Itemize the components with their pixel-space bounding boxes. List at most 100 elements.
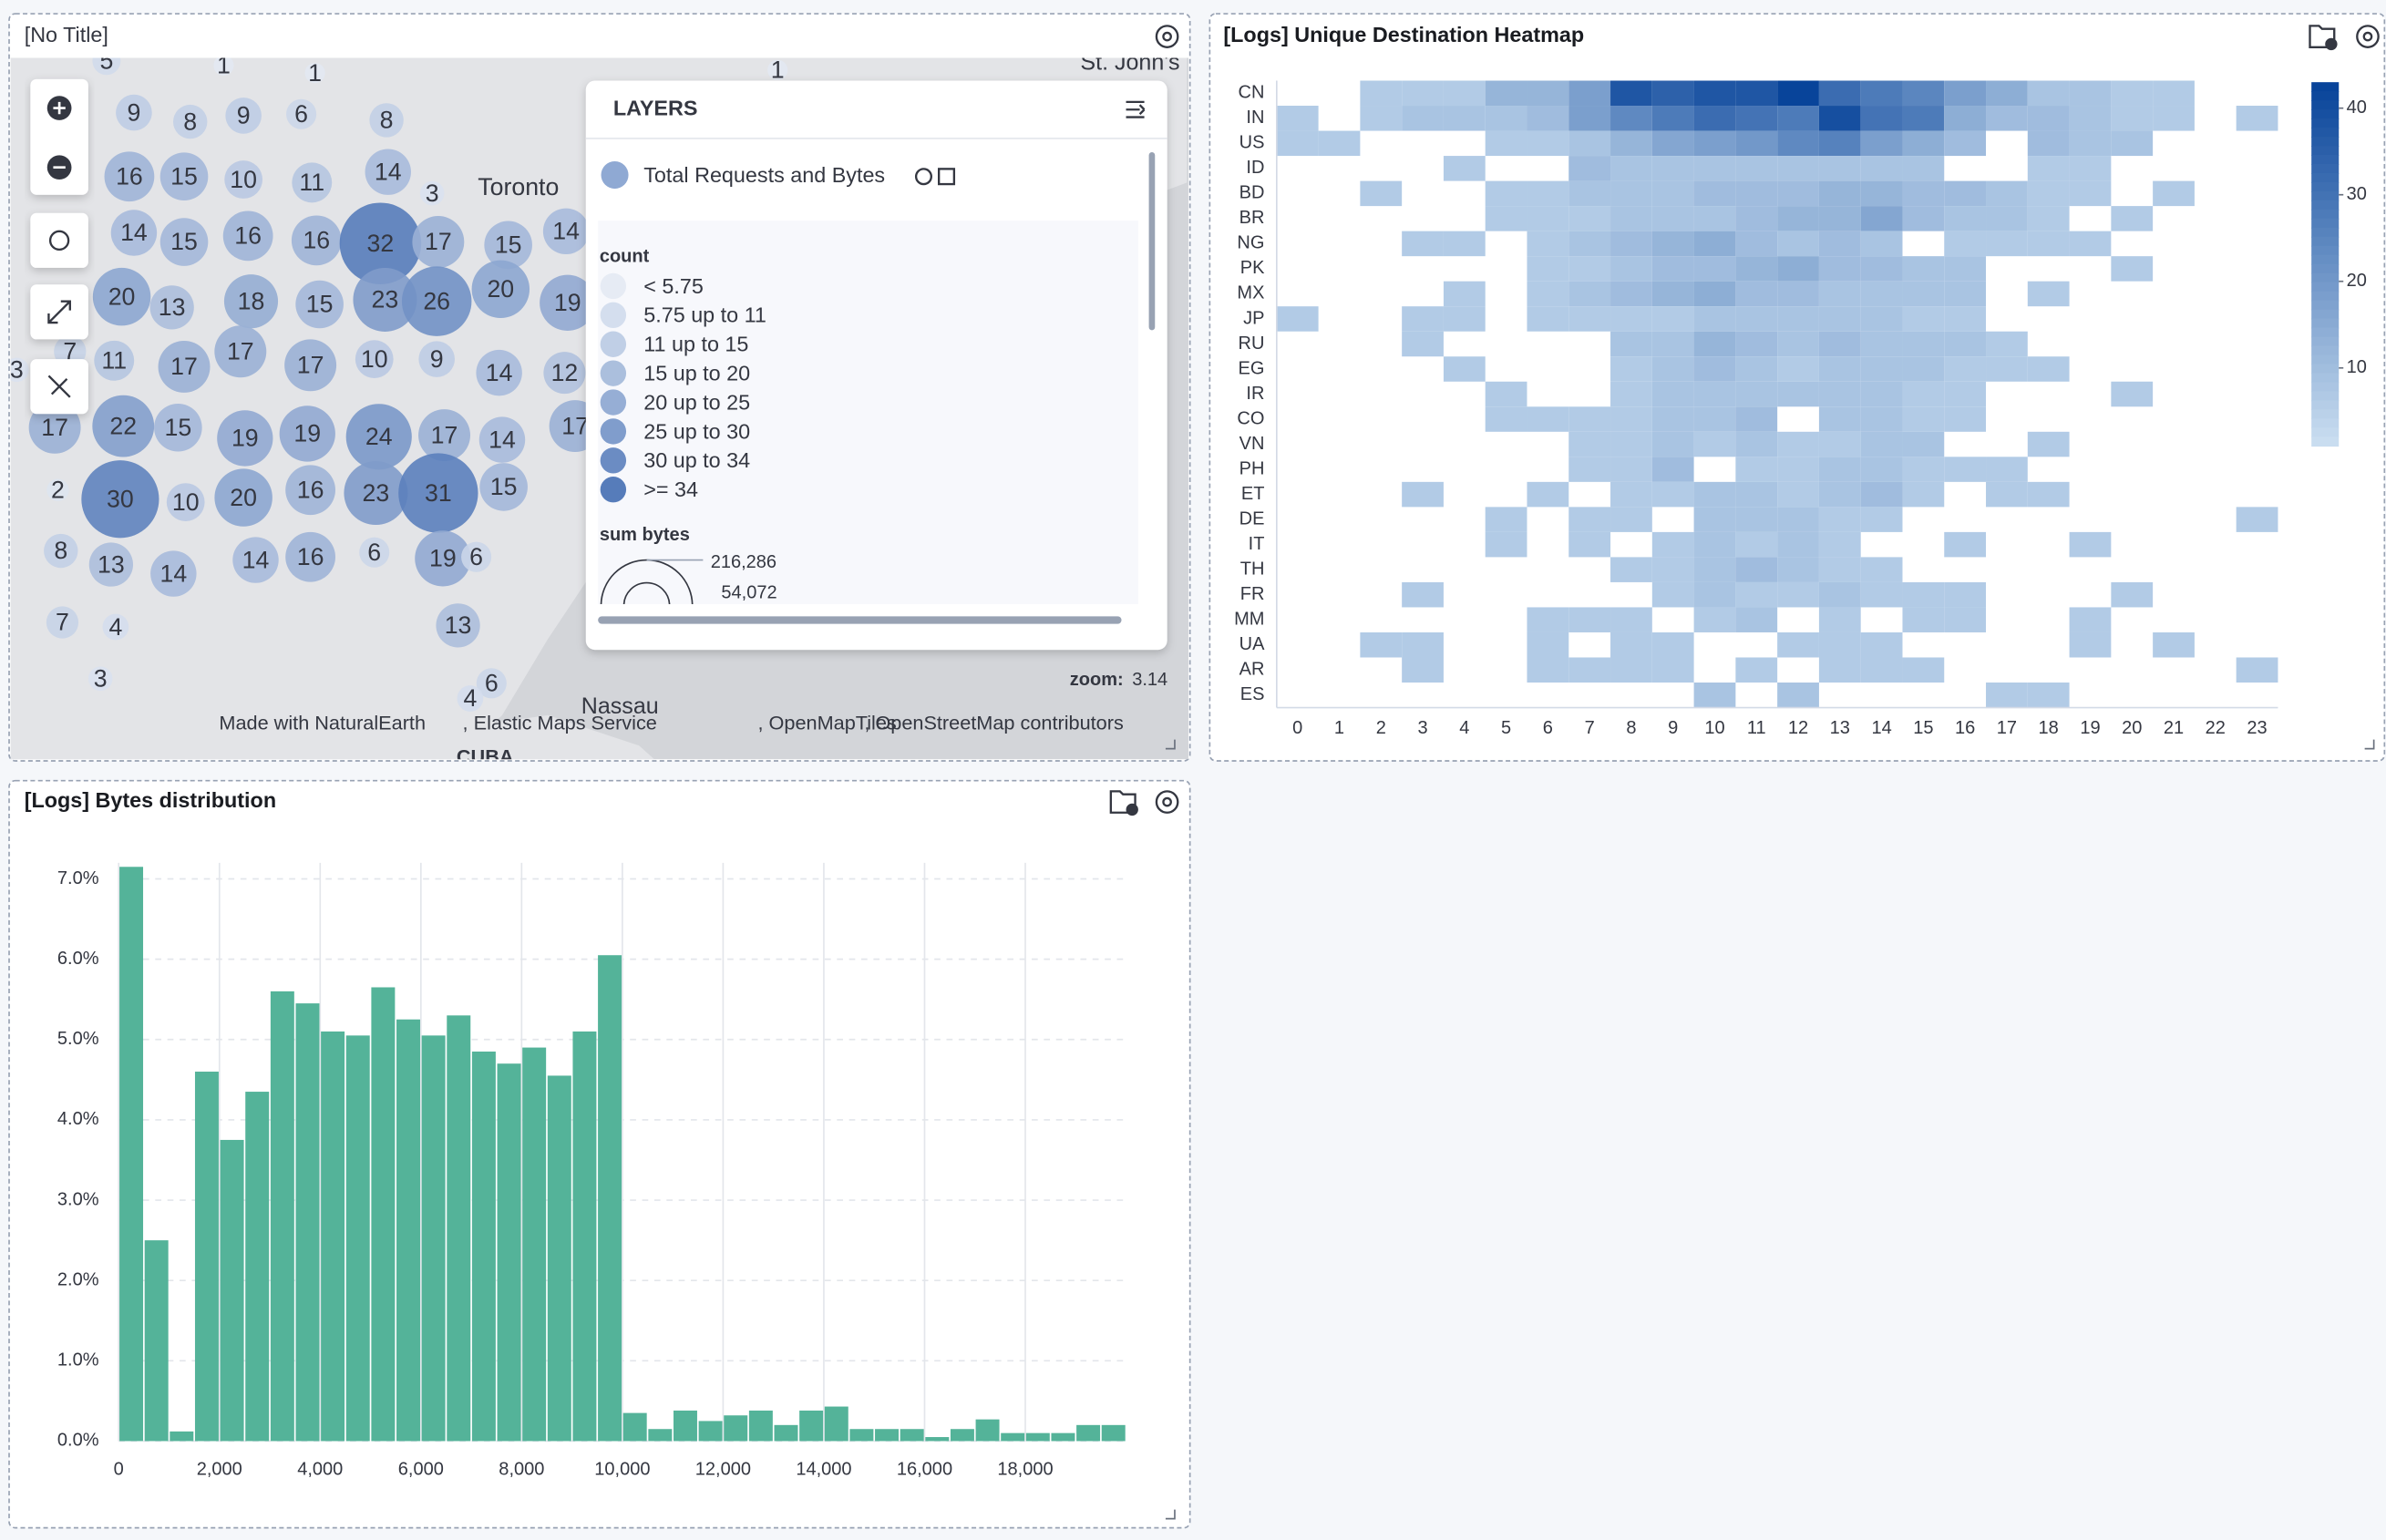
heatmap-cell — [1568, 180, 1611, 207]
bar — [421, 1035, 446, 1442]
y-tick-label: DE — [1239, 508, 1265, 529]
y-tick-label: MX — [1237, 283, 1264, 303]
heatmap-cell — [1860, 281, 1903, 307]
map-land — [441, 714, 654, 760]
cluster-label: 9 — [127, 98, 140, 126]
heatmap-cell — [2027, 281, 2070, 307]
zoom-in-button[interactable] — [46, 96, 72, 120]
heatmap-cell — [1276, 306, 1319, 332]
heatmap-cell — [1777, 481, 1819, 508]
heatmap-cell — [1527, 231, 1569, 257]
cluster-label: 17 — [561, 412, 589, 439]
cluster — [158, 340, 211, 393]
colorbar-label: 20 — [2347, 271, 2367, 291]
scrollbar[interactable] — [1148, 151, 1156, 331]
layer-name[interactable]: Total Requests and Bytes — [643, 163, 885, 187]
x-tick-label: 8,000 — [499, 1459, 544, 1479]
folder-icon[interactable] — [2309, 25, 2338, 51]
cluster-label: 17 — [41, 414, 68, 441]
cluster-label: 14 — [120, 219, 148, 246]
heatmap-cell — [1485, 106, 1527, 131]
bar — [194, 1072, 219, 1442]
heatmap-cell — [1735, 231, 1778, 257]
legend-swatch — [600, 447, 627, 474]
cluster-label: 17 — [170, 353, 198, 380]
colorbar-step — [2311, 218, 2340, 229]
heatmap-cell — [1443, 156, 1486, 181]
cluster-label: 6 — [469, 543, 483, 570]
cluster-label: 14 — [375, 158, 402, 185]
cluster-label: 1 — [771, 56, 785, 84]
heatmap-cell — [1902, 406, 1945, 432]
bar — [547, 1075, 571, 1442]
heatmap-cell — [1276, 130, 1319, 157]
heatmap-cell — [1610, 457, 1652, 482]
legend-label: 11 up to 15 — [643, 333, 748, 356]
heatmap-cell — [1693, 106, 1736, 131]
heatmap-cell — [1735, 306, 1778, 332]
x-tick-label: 7 — [1585, 718, 1595, 738]
attribution-item[interactable]: , OpenMapTiles — [757, 712, 896, 734]
cluster — [116, 94, 152, 131]
attribution-item[interactable]: Made with NaturalEarth — [219, 712, 426, 734]
bar — [724, 1415, 748, 1442]
heatmap-cell — [1735, 607, 1778, 632]
heatmap-cell — [1527, 80, 1569, 107]
y-tick-label: US — [1239, 133, 1265, 153]
heatmap-cell — [1777, 106, 1819, 131]
x-tick-label: 19 — [2080, 718, 2100, 738]
heatmap-cell — [2027, 156, 2070, 181]
heatmap-cell — [1610, 657, 1652, 683]
x-tick-label: 0 — [1292, 718, 1302, 738]
heatmap-cell — [2153, 631, 2195, 658]
folder-icon[interactable] — [1109, 790, 1138, 816]
cluster-label: 32 — [367, 230, 395, 257]
heatmap-cell — [2069, 607, 2112, 632]
locate-button[interactable] — [30, 212, 88, 268]
zoom-out-button[interactable] — [46, 155, 72, 180]
gear-icon[interactable] — [1155, 25, 1179, 48]
scrollbar[interactable] — [598, 616, 1122, 624]
heatmap-cell — [1610, 80, 1652, 107]
cluster — [478, 416, 526, 463]
heatmap-cell — [1527, 206, 1569, 231]
x-tick-label: 0 — [114, 1459, 124, 1479]
heatmap-cell — [1402, 231, 1444, 257]
heatmap-cell — [1402, 306, 1444, 332]
heatmap-cell — [1610, 331, 1652, 357]
heatmap-cell — [1860, 130, 1903, 157]
heatmap-cell — [1777, 431, 1819, 457]
cluster — [166, 483, 205, 521]
bar — [925, 1437, 950, 1442]
cluster — [345, 404, 412, 470]
heatmap-cell — [1693, 557, 1736, 582]
heatmap-cell — [1610, 607, 1652, 632]
heatmap-cell — [1651, 281, 1694, 307]
cluster-label: 4 — [463, 684, 477, 712]
heatmap-cell — [1443, 356, 1486, 382]
heatmap-cell — [1610, 631, 1652, 658]
colorbar-step — [2311, 436, 2340, 447]
cluster-label: 10 — [230, 166, 257, 193]
heatmap-cell — [1568, 231, 1611, 257]
heatmap-cell — [1944, 306, 1987, 332]
cluster-label: 16 — [297, 543, 324, 570]
legend-title: LAYERS — [613, 96, 698, 119]
gear-icon[interactable] — [2356, 25, 2380, 48]
heatmap-cell — [1735, 481, 1778, 508]
heatmap-cell — [2069, 231, 2112, 257]
colorbar-step — [2311, 382, 2340, 393]
attribution-item[interactable]: , Elastic Maps Service — [463, 712, 657, 734]
legend-swatch — [600, 360, 627, 386]
time-icon — [914, 168, 932, 186]
heatmap-cell — [1902, 331, 1945, 357]
resize-handle[interactable] — [1165, 739, 2375, 1520]
heatmap-cell — [1693, 281, 1736, 307]
attribution-item[interactable]: , OpenStreetMap contributors — [864, 712, 1124, 734]
heatmap-cell — [1944, 206, 1987, 231]
cluster-label: 14 — [486, 359, 513, 386]
expand-icon — [47, 300, 71, 324]
gear-icon[interactable] — [1155, 790, 1179, 814]
collapse-icon[interactable] — [1126, 100, 1146, 118]
heatmap-cell — [1360, 180, 1403, 207]
